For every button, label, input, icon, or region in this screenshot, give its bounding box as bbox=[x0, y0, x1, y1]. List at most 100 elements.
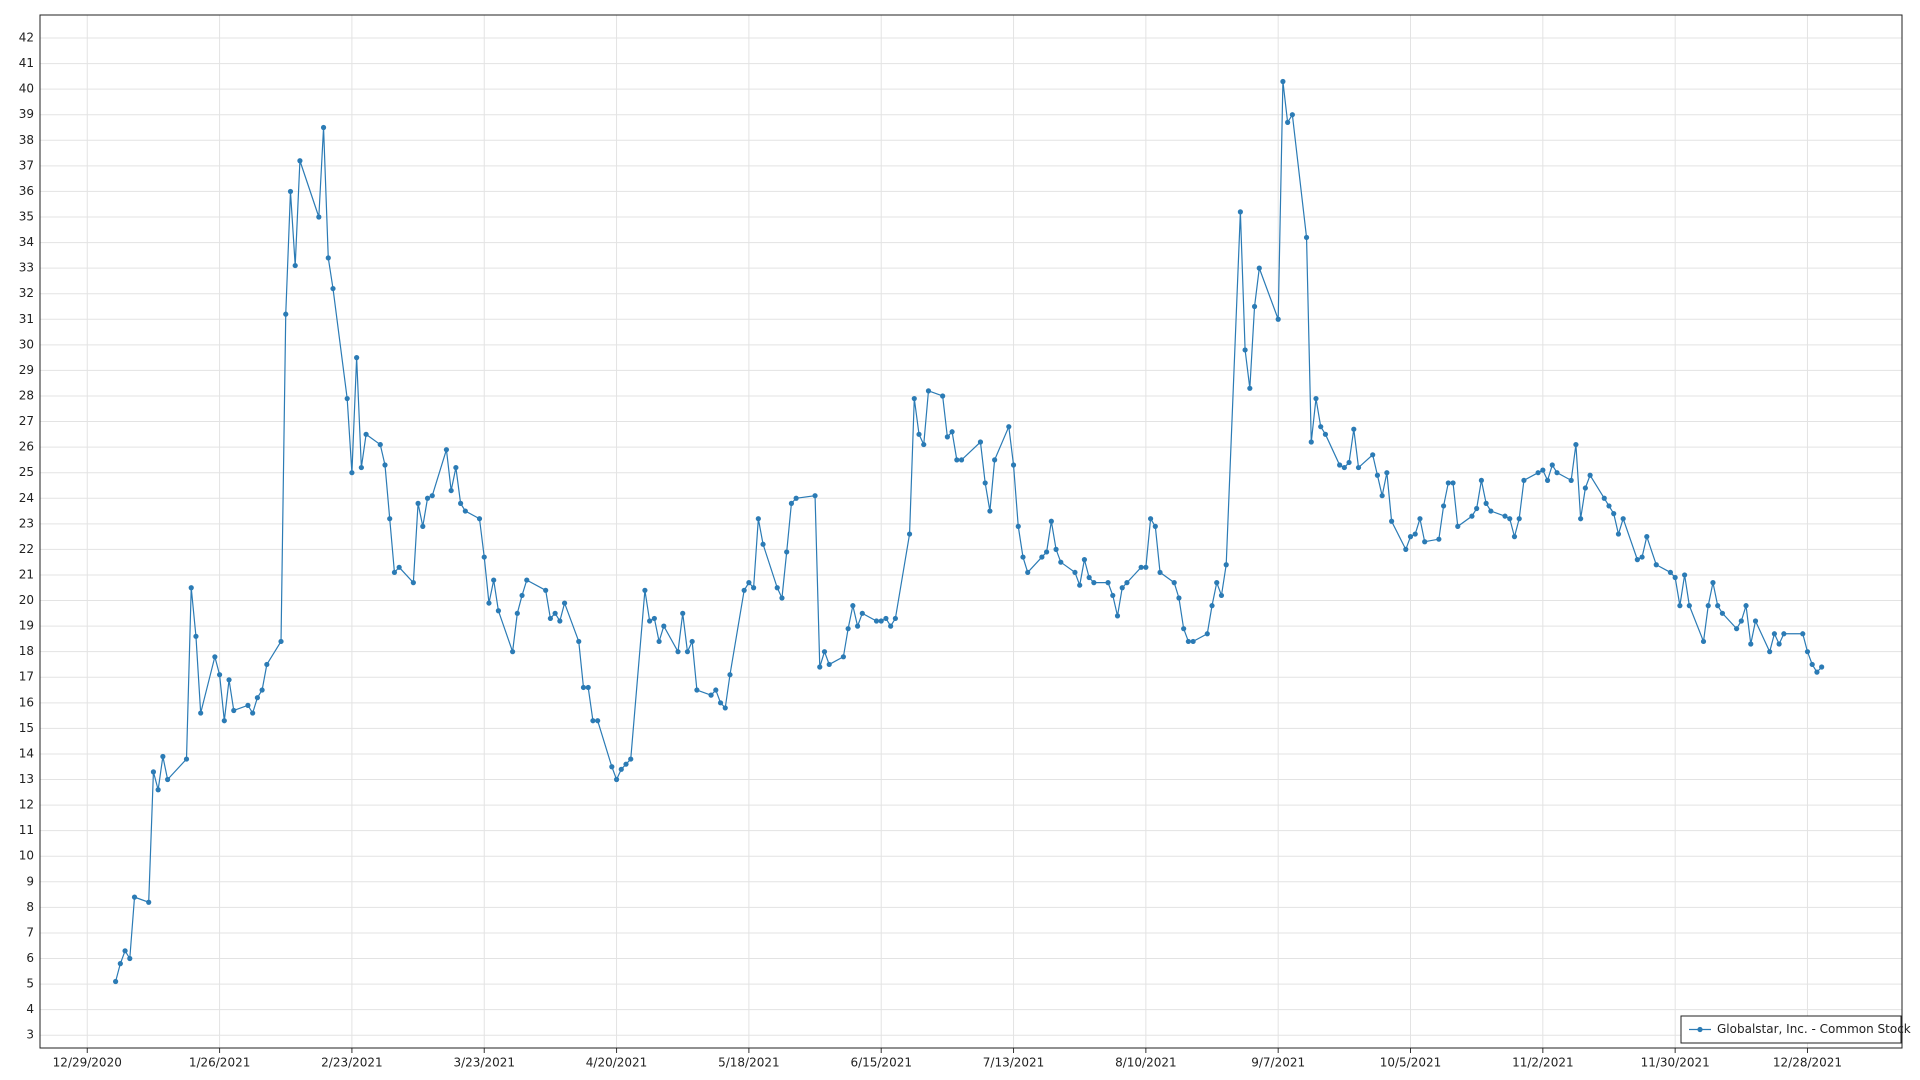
data-point bbox=[198, 710, 204, 716]
data-point bbox=[1682, 572, 1688, 578]
data-point bbox=[746, 580, 752, 586]
data-point bbox=[873, 618, 880, 624]
data-point bbox=[1289, 112, 1295, 118]
data-point bbox=[1285, 119, 1291, 125]
y-tick-label: 3 bbox=[26, 1028, 34, 1042]
data-point bbox=[1251, 303, 1258, 310]
data-point bbox=[1091, 580, 1097, 586]
data-point bbox=[146, 899, 152, 905]
y-tick-label: 38 bbox=[19, 133, 34, 147]
data-point bbox=[415, 500, 421, 506]
y-tick-label: 18 bbox=[19, 644, 34, 658]
data-point bbox=[127, 955, 133, 962]
data-point bbox=[245, 702, 251, 708]
data-point bbox=[609, 764, 615, 770]
data-point bbox=[486, 600, 492, 606]
data-point bbox=[680, 610, 686, 616]
data-point bbox=[760, 541, 766, 547]
data-point bbox=[1767, 649, 1773, 655]
data-point bbox=[1667, 569, 1674, 576]
data-point bbox=[1010, 462, 1017, 468]
data-point bbox=[1138, 564, 1144, 570]
data-point bbox=[859, 610, 865, 616]
y-tick-label: 21 bbox=[19, 567, 34, 581]
data-point bbox=[1554, 470, 1560, 476]
data-point bbox=[840, 654, 847, 660]
data-point bbox=[651, 615, 657, 622]
data-point bbox=[453, 464, 459, 471]
data-point bbox=[793, 495, 799, 501]
data-point bbox=[1157, 569, 1163, 576]
data-point bbox=[1601, 495, 1607, 501]
data-point bbox=[628, 756, 634, 762]
data-point bbox=[1303, 234, 1310, 241]
x-tick-label: 9/7/2021 bbox=[1251, 1056, 1305, 1070]
data-point bbox=[122, 948, 128, 954]
data-point bbox=[1440, 503, 1447, 509]
data-point bbox=[812, 493, 818, 499]
data-point bbox=[1275, 316, 1281, 322]
data-point bbox=[1507, 516, 1513, 522]
data-point bbox=[1147, 516, 1154, 522]
data-point bbox=[1483, 500, 1489, 506]
y-tick-label: 30 bbox=[19, 337, 34, 351]
data-point bbox=[391, 569, 398, 576]
data-point bbox=[344, 395, 350, 402]
data-point bbox=[576, 638, 582, 645]
data-point bbox=[1445, 480, 1451, 486]
data-point bbox=[514, 610, 520, 616]
data-point bbox=[150, 769, 157, 775]
data-point bbox=[1686, 603, 1692, 609]
data-point bbox=[647, 618, 653, 624]
data-point bbox=[292, 262, 298, 269]
y-tick-label: 31 bbox=[19, 312, 34, 326]
data-point bbox=[1502, 513, 1508, 519]
data-point bbox=[992, 457, 998, 463]
data-point bbox=[1719, 610, 1726, 616]
data-point bbox=[476, 516, 483, 522]
y-tick-label: 34 bbox=[19, 235, 34, 249]
data-point bbox=[755, 516, 761, 522]
data-point bbox=[1105, 580, 1111, 586]
data-point bbox=[283, 311, 289, 317]
data-point bbox=[1058, 559, 1064, 565]
data-point bbox=[590, 718, 596, 724]
data-point bbox=[1407, 534, 1414, 540]
data-point bbox=[1039, 554, 1045, 560]
data-point bbox=[1318, 424, 1324, 430]
data-point bbox=[155, 787, 161, 793]
data-point bbox=[1511, 534, 1518, 540]
data-point bbox=[1237, 209, 1243, 215]
data-point bbox=[684, 649, 691, 655]
data-point bbox=[547, 615, 553, 622]
data-point bbox=[1653, 562, 1659, 568]
data-point bbox=[892, 615, 898, 622]
data-point bbox=[741, 587, 747, 593]
data-point bbox=[916, 431, 922, 437]
data-point bbox=[387, 516, 393, 522]
data-point bbox=[1081, 557, 1088, 563]
data-point bbox=[1313, 395, 1319, 402]
x-tick-label: 5/18/2021 bbox=[718, 1056, 780, 1070]
data-point bbox=[1351, 426, 1357, 432]
data-point bbox=[1611, 511, 1617, 517]
data-point bbox=[358, 464, 364, 471]
data-point bbox=[1020, 554, 1026, 560]
data-point bbox=[117, 961, 123, 967]
data-point bbox=[1025, 569, 1031, 576]
data-point bbox=[443, 447, 450, 453]
data-point bbox=[1048, 518, 1054, 524]
data-point bbox=[278, 638, 284, 645]
data-point bbox=[481, 554, 487, 560]
data-point bbox=[1119, 585, 1125, 591]
data-point bbox=[821, 649, 828, 655]
x-tick-label: 11/2/2021 bbox=[1512, 1056, 1574, 1070]
legend-marker bbox=[1697, 1026, 1703, 1033]
data-point bbox=[1218, 592, 1225, 599]
y-tick-label: 7 bbox=[26, 925, 34, 939]
y-tick-label: 11 bbox=[19, 823, 34, 837]
data-point bbox=[1006, 424, 1012, 430]
data-point bbox=[325, 255, 331, 261]
data-point bbox=[254, 695, 260, 701]
data-point bbox=[727, 672, 733, 678]
